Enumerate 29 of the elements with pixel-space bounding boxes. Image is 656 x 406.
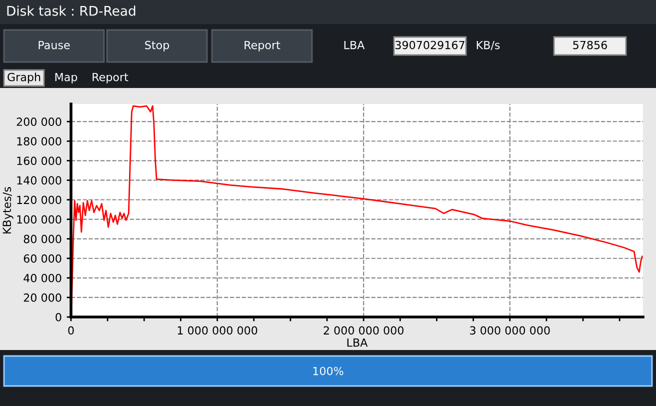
text: LBA [344, 40, 365, 50]
text: Report [244, 40, 280, 52]
y-tick-label: 200 000 [16, 118, 62, 126]
chart-title: Disk task : RD-Read [7, 6, 136, 16]
text: KB/s [476, 40, 500, 50]
text: 3907029167 [396, 40, 464, 50]
y-tick-label: 180 000 [17, 137, 62, 146]
x-tick-label: 0 [68, 326, 74, 335]
y-tick-label: 20 000 [24, 293, 62, 302]
text: Graph [8, 72, 40, 84]
x-tick-label: 3 000 000 000 [470, 326, 550, 335]
text: Pause [38, 40, 70, 50]
y-tick-label: 60 000 [24, 254, 62, 263]
y-tick-label: 100 000 [17, 215, 62, 224]
y-axis-title: KBytes/s [2, 187, 14, 234]
text: Report [92, 72, 128, 84]
y-tick-label: 160 000 [17, 156, 62, 166]
text: Map [55, 72, 78, 84]
y-tick-label: 120 000 [17, 196, 62, 204]
y-tick-label: 40 000 [24, 274, 62, 282]
x-tick-label: 1 000 000 000 [178, 326, 258, 335]
text: 100% [313, 366, 344, 376]
text: Stop [145, 40, 170, 52]
y-tick-label: 140 000 [17, 176, 62, 185]
x-axis-title: LBA [347, 338, 368, 347]
y-tick-label: 80 000 [24, 234, 62, 244]
text: 57856 [573, 40, 607, 50]
y-tick-label: 0 [56, 312, 62, 322]
x-tick-label: 2 000 000 000 [324, 326, 404, 335]
